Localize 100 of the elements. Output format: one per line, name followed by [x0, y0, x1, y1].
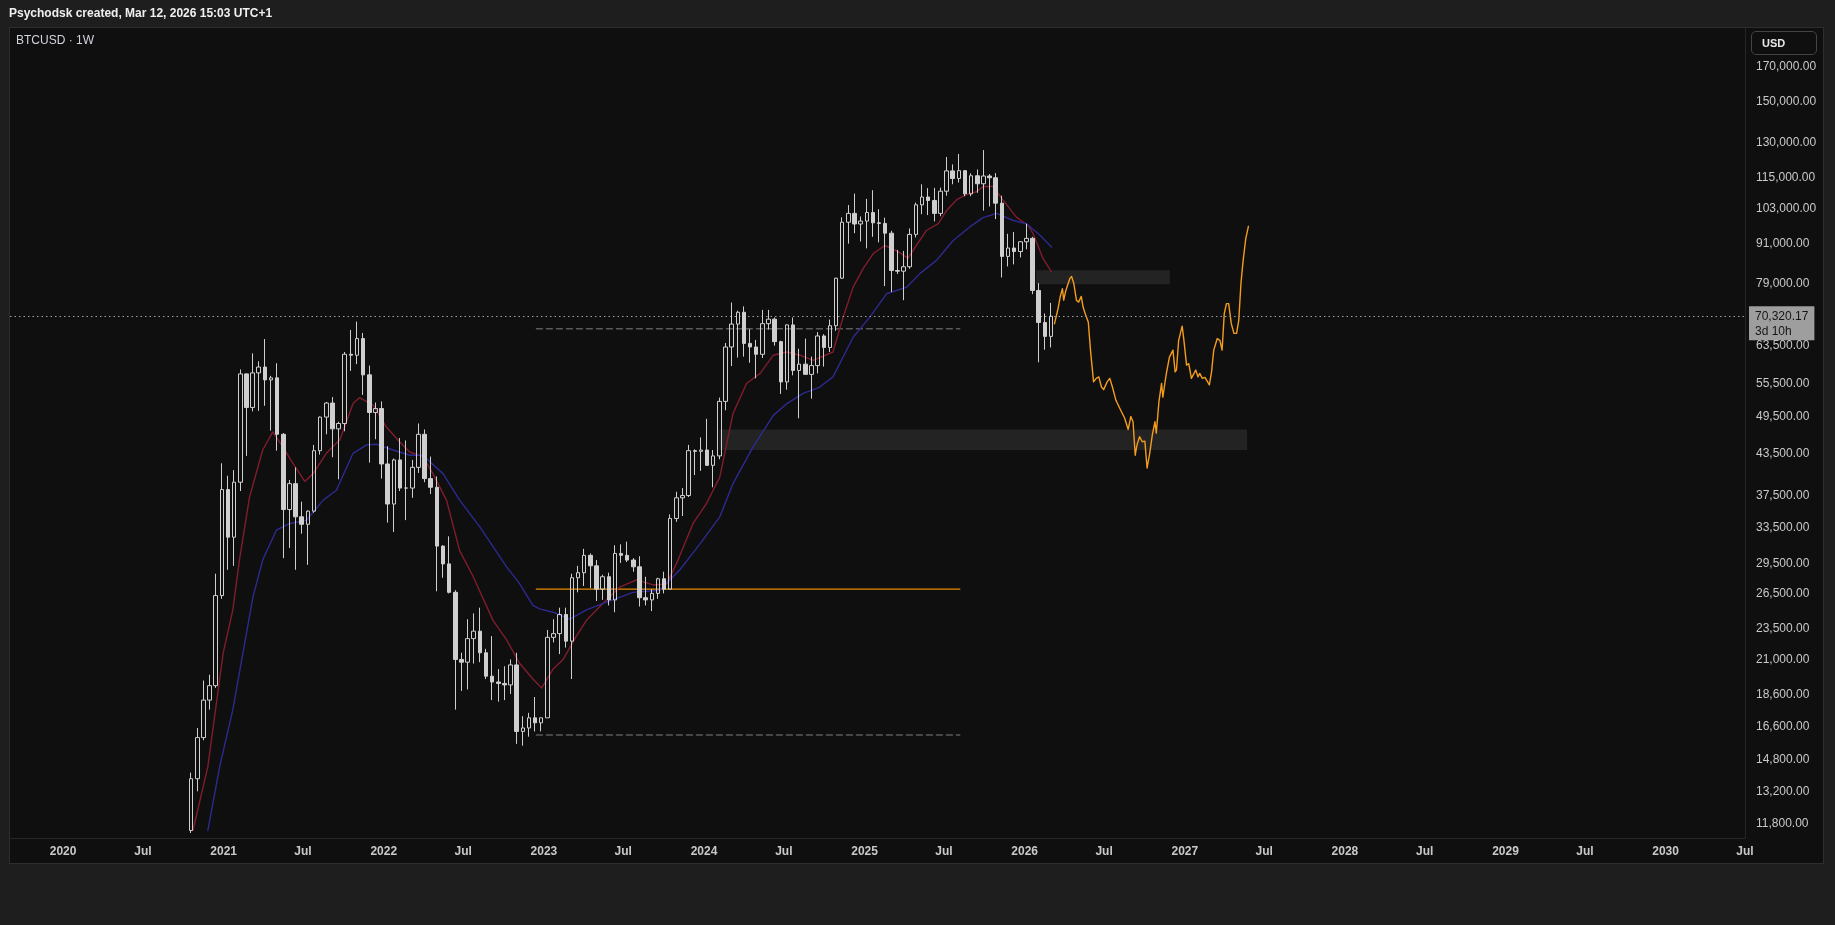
candlestick	[748, 328, 752, 364]
y-tick-label: 13,200.00	[1756, 784, 1810, 799]
candlestick	[398, 437, 402, 492]
y-tick-label: 91,000.00	[1756, 236, 1810, 250]
y-tick-label: 11,800.00	[1756, 816, 1809, 831]
y-tick-label: 170,000.00	[1756, 58, 1817, 73]
y-tick-label: 37,500.00	[1756, 487, 1810, 502]
candlestick	[490, 635, 494, 701]
candlestick	[564, 607, 568, 649]
candlestick	[668, 513, 672, 590]
x-tick-label: Jul	[1255, 844, 1273, 858]
candlestick	[521, 715, 525, 747]
candlestick	[226, 475, 230, 571]
candlestick	[705, 418, 709, 467]
y-tick-label: 43,500.00	[1756, 445, 1810, 460]
candlestick	[871, 189, 875, 238]
y-tick-label: 33,500.00	[1756, 519, 1810, 534]
y-tick-label: 16,600.00	[1756, 719, 1810, 734]
candlestick	[527, 712, 531, 738]
candlestick	[361, 332, 365, 396]
y-tick-label: 18,600.00	[1756, 686, 1810, 701]
candlestick	[1000, 195, 1004, 278]
x-tick-label: Jul	[1416, 844, 1434, 858]
candlestick	[865, 198, 869, 249]
candlestick	[607, 572, 611, 606]
candlestick	[447, 535, 451, 594]
candlestick	[539, 717, 543, 732]
candlestick	[711, 449, 715, 488]
candlestick	[232, 469, 236, 567]
x-tick-label: Jul	[775, 844, 793, 858]
candlestick	[834, 277, 838, 332]
y-tick-label: 23,500.00	[1756, 620, 1810, 635]
candlestick	[318, 416, 322, 456]
x-tick-label: 2021	[210, 844, 238, 858]
candlestick	[269, 375, 273, 432]
candlestick	[920, 183, 924, 215]
candlestick	[742, 305, 746, 358]
candlestick	[662, 571, 666, 594]
y-axis-title: USD	[1751, 31, 1817, 55]
candlestick	[441, 544, 445, 579]
candlestick	[619, 543, 623, 564]
y-tick-label: 29,500.00	[1756, 555, 1810, 570]
candlestick	[435, 475, 439, 592]
candlestick	[736, 310, 740, 359]
y-tick-label: 63,500.00	[1756, 338, 1810, 353]
candlestick	[1043, 312, 1047, 351]
candlestick	[312, 444, 316, 514]
candlestick	[220, 462, 224, 600]
candlestick	[957, 153, 961, 184]
candlestick	[914, 202, 918, 238]
candlestick	[828, 319, 832, 353]
ref-line-label: 70,320.17 3d 10h	[1755, 308, 1809, 338]
y-tick-label: 130,000.00	[1756, 134, 1817, 149]
x-tick-label: Jul	[1736, 844, 1754, 858]
candlestick	[570, 573, 574, 680]
candlestick	[582, 548, 586, 587]
candlestick	[779, 340, 783, 395]
y-tick-label: 103,000.00	[1756, 200, 1817, 215]
y-tick-label: 115,000.00	[1756, 169, 1816, 184]
y-tick-label: 79,000.00	[1756, 276, 1810, 291]
x-tick-label: Jul	[294, 844, 312, 858]
x-tick-label: 2030	[1652, 844, 1680, 858]
x-tick-label: Jul	[935, 844, 953, 858]
x-tick-label: 2027	[1171, 844, 1199, 858]
candlestick	[1006, 233, 1010, 267]
candlestick	[656, 577, 660, 600]
x-tick-label: Jul	[614, 844, 632, 858]
candlestick	[650, 588, 654, 612]
candlestick	[576, 565, 580, 593]
y-tick-label: 55,500.00	[1756, 376, 1810, 391]
candlestick	[189, 772, 193, 834]
candlestick	[822, 333, 826, 368]
candlestick	[355, 321, 359, 365]
candlestick	[963, 169, 967, 197]
text: Psychodsk created, Mar 12, 2026 15:03 UTC+1	[9, 6, 273, 20]
x-tick-label: 2025	[851, 844, 879, 858]
x-tick-label: 2026	[1011, 844, 1039, 858]
x-tick-label: 2022	[370, 844, 398, 858]
candlestick	[791, 317, 795, 376]
candlestick	[699, 436, 703, 472]
y-tick-label: 21,000.00	[1756, 652, 1810, 667]
candlestick	[785, 324, 789, 391]
candlestick	[797, 348, 801, 419]
x-tick-label: Jul	[1576, 844, 1594, 858]
candlestick	[306, 509, 310, 566]
candlestick	[613, 544, 617, 613]
candlestick	[877, 208, 881, 243]
candlestick	[625, 541, 629, 563]
candlestick	[883, 217, 887, 287]
y-tick-label: 150,000.00	[1756, 94, 1817, 109]
x-tick-label: 2028	[1331, 844, 1359, 858]
x-tick-label: Jul	[1095, 844, 1113, 858]
x-tick-label: Jul	[454, 844, 472, 858]
candlestick	[969, 172, 973, 197]
candlestick	[533, 696, 537, 732]
x-tick-label: 2023	[530, 844, 558, 858]
candlestick	[404, 439, 408, 521]
candlestick	[484, 648, 488, 680]
y-tick-label: 49,500.00	[1756, 408, 1810, 423]
x-tick-label: 2024	[690, 844, 718, 858]
